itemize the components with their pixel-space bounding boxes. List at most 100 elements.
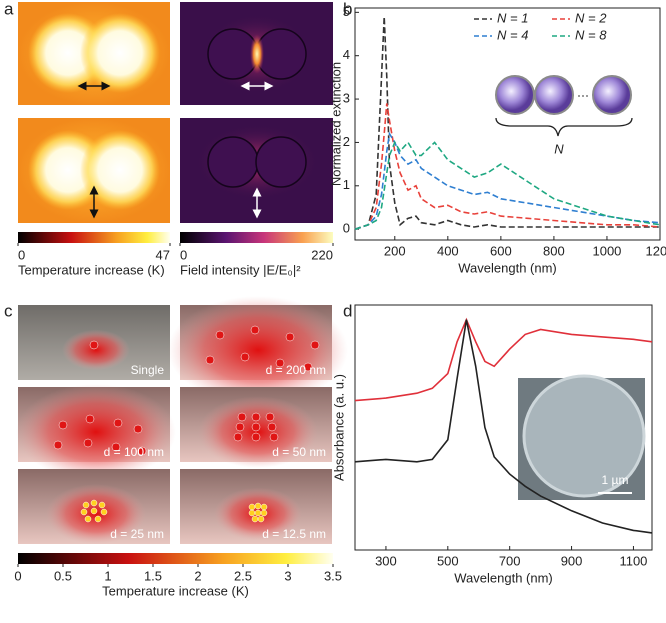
image-label: Single [131, 363, 165, 377]
y-tick-label: 5 [343, 4, 350, 19]
series-line [354, 103, 661, 230]
colorbar [18, 553, 333, 564]
particle [250, 325, 260, 335]
particle [58, 420, 68, 430]
particle [133, 424, 143, 434]
particle [80, 508, 88, 516]
panel-a-images [18, 2, 333, 223]
inset-label: N [554, 141, 564, 156]
series-line [354, 140, 661, 230]
x-tick-label: 1000 [592, 243, 621, 258]
x-tick-label: 1100 [619, 553, 647, 568]
series-line [354, 16, 660, 230]
legend-label: N = 4 [497, 27, 528, 42]
y-tick-label: 4 [343, 47, 350, 62]
particle [248, 503, 256, 511]
x-tick-label: 600 [490, 243, 512, 258]
simulation-image [180, 387, 332, 468]
particle [84, 515, 92, 523]
x-tick-label: 500 [437, 553, 459, 568]
image-label: d = 12.5 nm [262, 527, 326, 541]
scale-bar-label: 1 µm [602, 473, 629, 487]
particle [215, 330, 225, 340]
particle [260, 509, 268, 517]
particle [260, 503, 268, 511]
colorbar-title: Temperature increase (K) [18, 262, 165, 277]
x-tick-label: 700 [499, 553, 521, 568]
particle [90, 507, 98, 515]
colorbar [180, 232, 333, 243]
particle [53, 440, 63, 450]
legend-label: N = 8 [575, 27, 607, 42]
colorbar-tick-label: 0 [180, 247, 187, 262]
x-tick-label: 900 [561, 553, 583, 568]
y-tick-label: 2 [343, 134, 350, 149]
particle [94, 515, 102, 523]
panel-label: a [4, 0, 14, 18]
legend-label: N = 1 [497, 10, 528, 25]
colorbar-tick-label: 3 [284, 568, 291, 583]
particle [285, 332, 295, 342]
particle [257, 515, 265, 523]
particle [233, 432, 243, 442]
image-label: d = 200 nm [266, 363, 326, 377]
particle [235, 422, 245, 432]
simulation-image [180, 469, 332, 544]
heat-pool [62, 329, 130, 371]
particle [251, 432, 261, 442]
y-tick-label: 1 [343, 177, 350, 192]
particle [85, 414, 95, 424]
particle [251, 422, 261, 432]
particle [251, 412, 261, 422]
simulation-image [18, 305, 170, 380]
colorbar-tick-label: 3.5 [324, 568, 342, 583]
simulation-image [168, 296, 348, 404]
colorbar-tick-label: 0 [14, 568, 21, 583]
colorbar-tick-label: 1.5 [144, 568, 162, 583]
y-axis-label: Absorbance (a. u.) [331, 374, 346, 481]
heat-pool [46, 484, 146, 544]
series-line [354, 319, 653, 534]
panel-label: d [343, 301, 352, 320]
colorbar-title: Field intensity |E/E₀|² [180, 262, 301, 277]
particle [113, 418, 123, 428]
colorbar [18, 232, 170, 243]
y-tick-label: 3 [343, 91, 350, 106]
heat-pool [198, 396, 318, 468]
particle [265, 412, 275, 422]
particle [267, 422, 277, 432]
plot-frame [354, 7, 661, 241]
colorbar-tick-label: 0.5 [54, 568, 72, 583]
colorbar-tick-label: 2.5 [234, 568, 252, 583]
image-label: d = 25 nm [110, 527, 164, 541]
colorbar-tick-label: 1 [104, 568, 111, 583]
x-tick-label: 800 [543, 243, 565, 258]
particle [310, 340, 320, 350]
series-line [354, 317, 653, 402]
x-axis-label: Wavelength (nm) [454, 570, 553, 585]
series-line [354, 131, 661, 230]
particle [98, 501, 106, 509]
y-tick-label: 0 [343, 221, 350, 236]
x-axis-label: Wavelength (nm) [458, 260, 557, 275]
heat-pool [16, 384, 176, 480]
x-tick-label: 200 [384, 243, 406, 258]
x-tick-label: 300 [375, 553, 397, 568]
panel-label: b [343, 0, 352, 18]
image-label: d = 50 nm [272, 445, 326, 459]
particle [248, 509, 256, 517]
colorbar-tick-label: 220 [311, 247, 333, 262]
colorbar-title: Temperature increase (K) [102, 583, 249, 598]
panel-label: c [4, 301, 13, 320]
particle [254, 502, 262, 510]
particle [137, 446, 147, 456]
plot-frame [354, 304, 653, 551]
chain-inset [495, 75, 633, 137]
particle [237, 412, 247, 422]
particle [254, 509, 262, 517]
particle [111, 442, 121, 452]
sem-inset [518, 374, 646, 500]
